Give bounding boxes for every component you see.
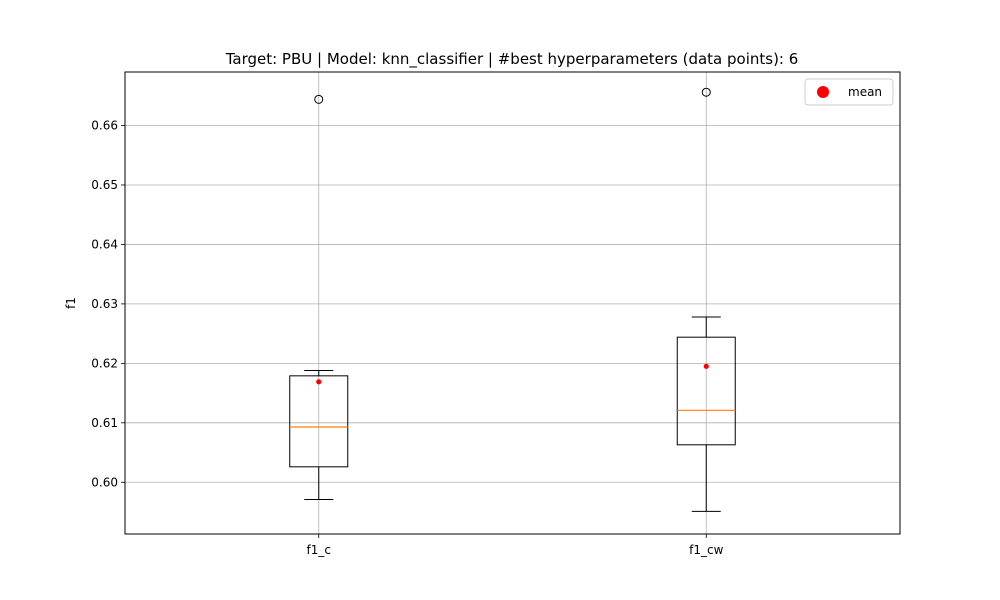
axis-ticks: 0.60 0.61 0.62 0.63 0.64 0.65 0.66 f1_c f1_cw	[91, 119, 723, 557]
y-tick-label: 0.65	[91, 178, 118, 192]
outlier-point	[701, 87, 711, 97]
y-tick-label: 0.66	[91, 119, 118, 133]
x-tick-label: f1_cw	[689, 543, 723, 557]
y-tick-label: 0.63	[91, 297, 118, 311]
outlier-point	[314, 94, 324, 104]
x-tick-label: f1_c	[307, 543, 331, 557]
legend-frame	[804, 78, 894, 106]
y-tick-label: 0.60	[91, 475, 118, 489]
y-axis-label: f1	[64, 297, 78, 309]
grid-lines	[125, 72, 900, 534]
mean-point	[316, 379, 322, 385]
y-tick-label: 0.61	[91, 416, 118, 430]
legend: mean	[804, 78, 894, 106]
y-tick-label: 0.62	[91, 356, 118, 370]
chart-title: Target: PBU | Model: knn_classifier | #b…	[225, 50, 799, 69]
boxes	[289, 87, 736, 512]
plot-area-frame	[124, 71, 901, 535]
box-f1_cw	[676, 87, 736, 512]
iqr-box	[289, 375, 349, 468]
legend-mean-marker	[817, 86, 829, 98]
legend-mean-label: mean	[848, 85, 882, 99]
iqr-box	[676, 336, 736, 446]
mean-point	[703, 363, 709, 369]
box-f1_c	[289, 94, 349, 501]
y-tick-label: 0.64	[91, 237, 118, 251]
